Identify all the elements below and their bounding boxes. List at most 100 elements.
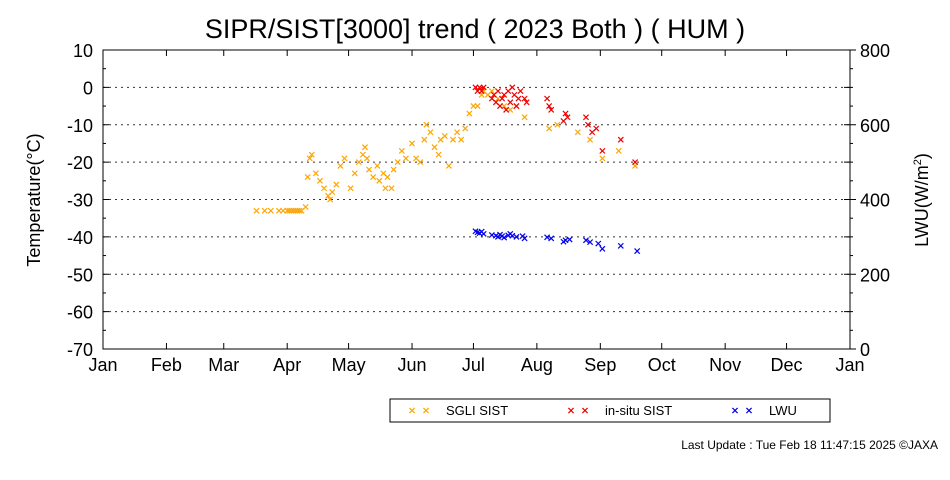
- sgli-sist-point: [374, 162, 381, 169]
- sgli-sist-point: [587, 136, 594, 143]
- x-tick-label: Jun: [398, 355, 427, 375]
- sgli-sist-point: [574, 129, 581, 136]
- lwu-point: [509, 232, 516, 239]
- sgli-sist-point: [427, 129, 434, 136]
- y-tick-label: 0: [83, 78, 93, 98]
- y-tick-label: 10: [73, 41, 93, 61]
- y-tick-label: -20: [67, 153, 93, 173]
- sgli-sist-point: [363, 155, 371, 162]
- y-tick-label: -60: [67, 303, 93, 323]
- in-situ-sist-point: [499, 95, 506, 102]
- sgli-sist-point: [521, 114, 528, 121]
- in-situ-sist-point: [544, 95, 551, 102]
- legend-items: SGLI SIST in-situ SIST LWU: [408, 403, 797, 418]
- sgli-sist-point: [445, 162, 452, 169]
- sgli-sist-point: [599, 155, 606, 162]
- in-situ-sist-point: [521, 95, 528, 102]
- x-axis: Jan Feb Mar Apr May Jun Jul Aug Sep Oct Nov Dec Jan: [88, 50, 865, 375]
- y2-axis-label-main: LWU(W/m: [912, 165, 932, 247]
- legend-label: in-situ SIST: [605, 403, 672, 418]
- legend-marker: [581, 407, 589, 414]
- sgli-sist-point: [458, 136, 465, 143]
- in-situ-sist-point: [632, 159, 639, 166]
- lwu-point: [548, 235, 555, 242]
- grid: [103, 86, 850, 313]
- sgli-sist-point: [417, 159, 424, 166]
- y-tick-label: -10: [67, 116, 93, 136]
- x-tick-label: May: [332, 355, 366, 375]
- x-tick-label: Jan: [835, 355, 864, 375]
- sgli-sist-point: [398, 147, 405, 154]
- sgli-sist-point: [267, 207, 274, 214]
- sgli-sist-point: [306, 155, 313, 162]
- sgli-sist-point: [316, 177, 323, 184]
- x-tick-label: Sep: [584, 355, 616, 375]
- y2-tick-label: 400: [860, 191, 890, 211]
- data-points: [253, 84, 641, 255]
- y-tick-label: -70: [67, 340, 93, 360]
- in-situ-sist-point: [585, 121, 592, 128]
- in-situ-sist-point: [507, 99, 514, 106]
- sgli-sist-point: [394, 159, 401, 166]
- legend: SGLI SIST in-situ SIST LWU: [389, 398, 831, 423]
- in-situ-sist-point: [515, 95, 522, 102]
- sgli-sist-point: [431, 144, 438, 151]
- x-tick-label: Mar: [208, 355, 239, 375]
- sgli-sist-point: [302, 203, 309, 210]
- y-tick-label: -50: [67, 265, 93, 285]
- in-situ-sist-point: [513, 103, 520, 110]
- y2-tick-label: 800: [860, 41, 890, 61]
- sgli-sist-point: [474, 103, 481, 110]
- sgli-sist-point: [321, 185, 328, 192]
- x-tick-label: Jul: [462, 355, 485, 375]
- sgli-sist-point: [261, 207, 268, 214]
- lwu-point: [634, 248, 641, 255]
- sgli-sist-point: [370, 174, 377, 181]
- sgli-sist-point: [441, 132, 448, 139]
- chart-title: SIPR/SIST[3000] trend ( 2023 Both ) ( HU…: [205, 14, 745, 44]
- y-axis-label: Temperature(°C): [24, 133, 44, 266]
- sgli-sist-point: [382, 185, 389, 192]
- y2-tick-label: 0: [860, 340, 870, 360]
- lwu-point: [595, 240, 602, 247]
- in-situ-sist-point: [593, 125, 600, 132]
- lwu-point: [587, 239, 594, 246]
- legend-marker: [745, 407, 753, 414]
- in-situ-sist-point: [617, 136, 624, 143]
- y2-tick-label: 200: [860, 265, 890, 285]
- x-tick-label: Jan: [88, 355, 117, 375]
- sgli-sist-point: [390, 166, 397, 173]
- sgli-sist-point: [388, 185, 395, 192]
- last-update-footer: Last Update : Tue Feb 18 11:47:15 2025 ©…: [681, 438, 938, 452]
- y2-axis-label: LWU(W/m2): [912, 153, 932, 247]
- y-axis-left: 10 0 -10 -20 -30 -40 -50 -60 -70: [67, 41, 850, 360]
- sgli-sist-point: [296, 207, 303, 214]
- lwu-point: [521, 235, 528, 242]
- sgli-sist-point: [454, 129, 461, 136]
- legend-marker: [567, 407, 575, 414]
- sgli-sist-point: [402, 155, 409, 162]
- sgli-sist-point: [253, 207, 260, 214]
- sgli-sist-point: [327, 196, 334, 203]
- x-tick-label: Feb: [151, 355, 182, 375]
- lwu-point: [480, 230, 487, 237]
- lwu-point: [599, 245, 606, 252]
- sgli-sist-point: [462, 125, 469, 132]
- in-situ-sist-point: [480, 84, 487, 91]
- in-situ-sist-point: [523, 99, 530, 106]
- sgli-sist-point: [351, 170, 358, 177]
- in-situ-sist-point: [548, 106, 555, 113]
- y-tick-label: -40: [67, 228, 93, 248]
- lwu-point: [582, 237, 590, 244]
- x-tick-label: Aug: [521, 355, 553, 375]
- legend-marker: [422, 407, 430, 414]
- sgli-sist-point: [304, 174, 311, 181]
- in-situ-sist-point: [599, 147, 606, 154]
- lwu-point: [501, 234, 508, 241]
- y-axis-right: 800 600 400 200 0: [850, 41, 890, 360]
- sgli-sist-point: [384, 174, 391, 181]
- x-tick-label: Nov: [709, 355, 741, 375]
- y-tick-label: -30: [67, 191, 93, 211]
- sgli-sist-point: [421, 136, 428, 143]
- sgli-sist-point: [423, 121, 430, 128]
